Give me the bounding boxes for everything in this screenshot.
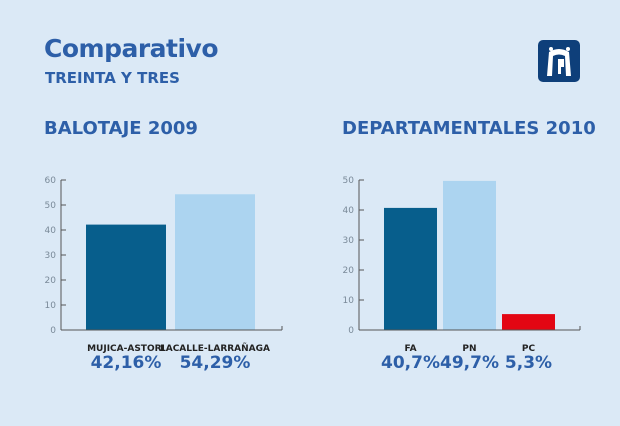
value-label: 49,7% — [440, 353, 499, 373]
category-label: PN — [462, 344, 476, 354]
y-tick-label: 50 — [343, 176, 355, 186]
value-label: 5,3% — [505, 353, 552, 373]
bar-mujica-astori — [86, 224, 166, 330]
value-label: 42,16% — [91, 353, 162, 373]
y-tick-label: 30 — [45, 251, 57, 261]
y-tick-label: 60 — [45, 176, 57, 186]
category-label: MUJICA-ASTORI — [87, 344, 165, 354]
page-title: Comparativo — [44, 34, 219, 63]
y-tick-label: 10 — [45, 301, 57, 311]
y-tick-label: 40 — [343, 206, 355, 216]
value-label: 40,7% — [381, 353, 440, 373]
y-tick-label: 10 — [343, 296, 355, 306]
page-subtitle: TREINTA Y TRES — [45, 69, 180, 87]
bar-pc — [502, 314, 555, 330]
y-tick-label: 0 — [348, 326, 354, 336]
y-tick-label: 30 — [343, 236, 355, 246]
category-label: LACALLE-LARRAÑAGA — [160, 343, 270, 354]
y-tick-label: 20 — [343, 266, 355, 276]
bar-lacalle-larrañaga — [175, 194, 255, 330]
institution-logo-icon — [538, 40, 580, 82]
bar-pn — [443, 180, 496, 330]
y-tick-label: 20 — [45, 276, 57, 286]
y-tick-label: 0 — [50, 326, 56, 336]
category-label: FA — [404, 344, 416, 354]
category-label: PC — [522, 344, 536, 354]
chart-title-balotaje: BALOTAJE 2009 — [44, 118, 198, 139]
value-label: 54,29% — [180, 353, 251, 373]
chart-title-departamentales: DEPARTAMENTALES 2010 — [342, 118, 596, 139]
bar-fa — [384, 207, 437, 330]
y-tick-label: 50 — [45, 201, 57, 211]
y-tick-label: 40 — [45, 226, 57, 236]
